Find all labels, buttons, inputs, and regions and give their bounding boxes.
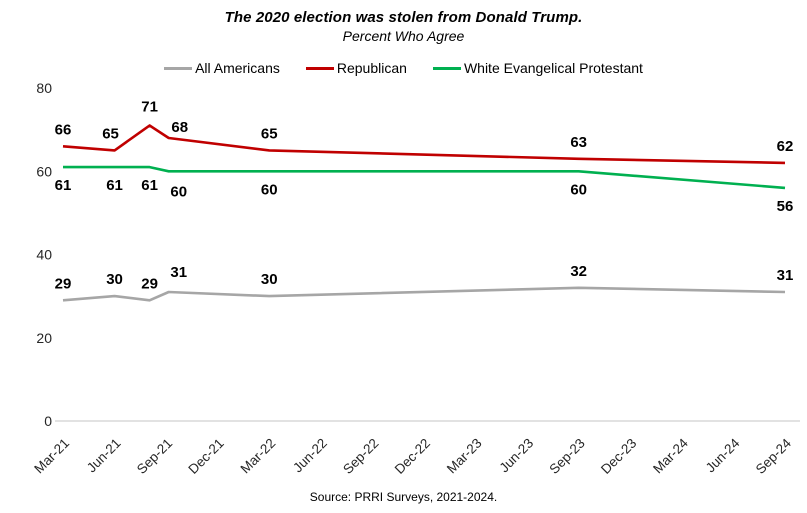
data-label: 61 — [141, 177, 158, 194]
data-label: 32 — [570, 263, 587, 280]
x-axis-label: Jun-22 — [290, 436, 330, 476]
x-axis-label: Sep-21 — [134, 436, 175, 477]
x-axis-label: Dec-23 — [598, 436, 639, 477]
data-label: 66 — [55, 121, 72, 138]
x-axis-label: Mar-21 — [31, 436, 72, 477]
series-line-republican — [62, 124, 786, 165]
legend-label: All Americans — [195, 60, 280, 76]
data-label: 71 — [141, 98, 158, 115]
y-axis-label: 20 — [36, 330, 52, 346]
data-label: 65 — [102, 125, 119, 142]
x-axis-label: Mar-23 — [444, 436, 485, 477]
legend-line-swatch-green — [432, 66, 461, 70]
data-label: 29 — [141, 275, 158, 292]
x-axis-label: Jun-24 — [703, 435, 743, 475]
legend-line-swatch-red — [305, 66, 334, 70]
y-axis-label: 60 — [36, 163, 52, 179]
data-label: 31 — [170, 264, 187, 281]
data-label: 61 — [55, 177, 72, 194]
data-label: 61 — [106, 177, 123, 194]
series-line-white-evangelical-protestant — [63, 165, 786, 190]
data-label: 56 — [777, 198, 794, 215]
x-axis-label: Mar-22 — [238, 436, 279, 477]
data-label: 68 — [171, 119, 188, 136]
x-axis-label: Sep-24 — [753, 435, 795, 477]
source-note: Source: PRRI Surveys, 2021-2024. — [309, 490, 498, 504]
data-label: 29 — [55, 275, 72, 292]
data-label: 60 — [570, 181, 587, 198]
chart-title: The 2020 election was stolen from Donald… — [224, 9, 583, 26]
data-label: 60 — [170, 183, 187, 200]
y-axis-label: 0 — [44, 413, 52, 429]
data-label: 30 — [106, 271, 123, 288]
x-axis-label: Sep-22 — [340, 436, 381, 477]
chart-subtitle: Percent Who Agree — [342, 28, 465, 44]
y-axis-label: 40 — [36, 247, 52, 263]
chart-legend: All Americans Republican White Evangelic… — [0, 60, 807, 76]
y-axis-label: 80 — [36, 80, 52, 96]
legend-item-republican: Republican — [305, 60, 407, 76]
data-label: 63 — [570, 134, 587, 151]
legend-item-white-evangelical-protestant: White Evangelical Protestant — [432, 60, 643, 76]
x-axis-label: Dec-22 — [392, 436, 433, 477]
x-axis-label: Jun-23 — [496, 436, 536, 476]
x-axis-label: Mar-24 — [650, 435, 691, 476]
legend-line-swatch-gray — [164, 66, 193, 70]
legend-label: Republican — [336, 60, 407, 76]
data-label: 30 — [261, 271, 278, 288]
legend-label: White Evangelical Protestant — [463, 60, 643, 76]
x-axis-label: Dec-21 — [185, 436, 226, 477]
data-label: 65 — [261, 125, 278, 142]
data-label: 60 — [261, 181, 278, 198]
series-line-all-americans — [62, 286, 786, 302]
x-axis-label: Sep-23 — [546, 436, 587, 477]
data-label: 62 — [777, 138, 794, 155]
x-axis-label: Jun-21 — [84, 436, 124, 476]
legend-item-all-americans: All Americans — [164, 60, 280, 76]
data-label: 31 — [777, 267, 794, 284]
